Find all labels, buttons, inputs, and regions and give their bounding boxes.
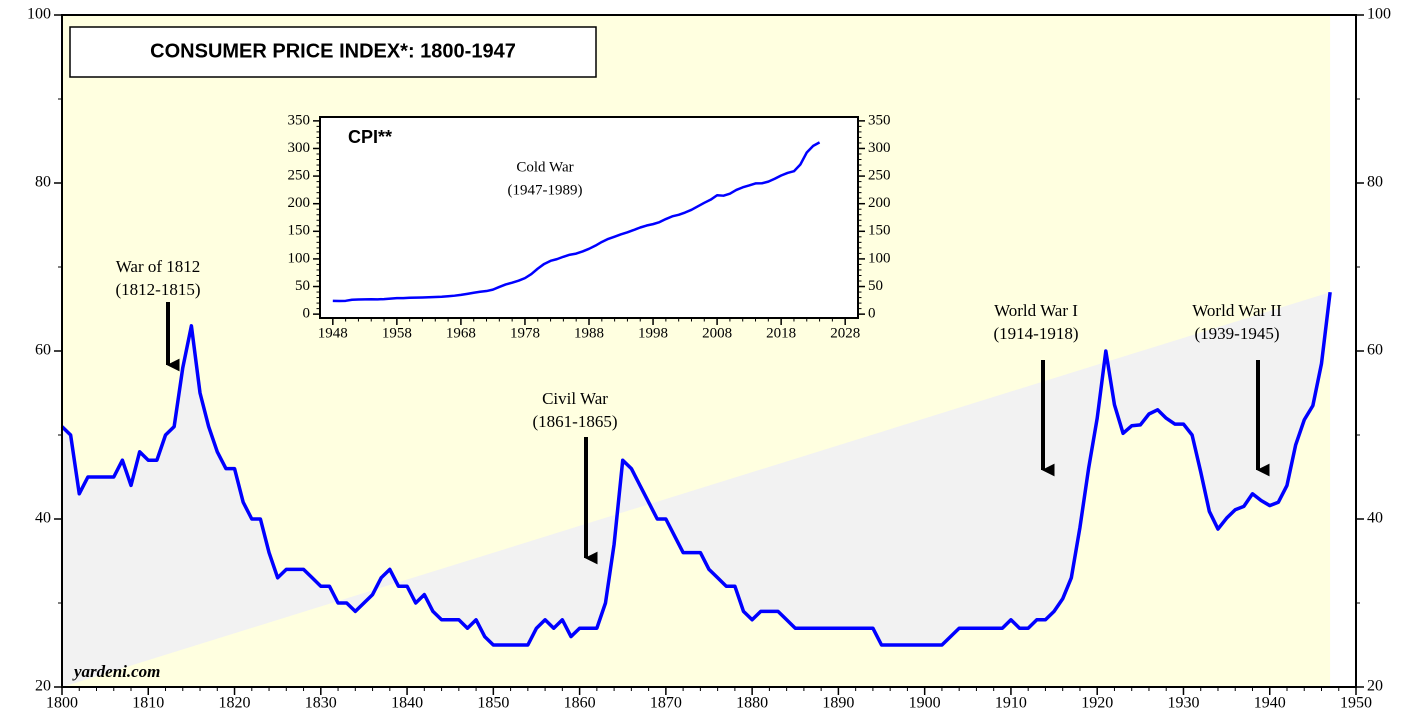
- y-tick-label: 250: [288, 168, 311, 184]
- y-tick-label: 150: [288, 223, 311, 239]
- y-tick-label-right: 40: [1367, 510, 1383, 527]
- x-tick-label: 1820: [219, 695, 251, 712]
- x-tick-label: 1840: [391, 695, 423, 712]
- y-tick-label: 20: [35, 678, 51, 695]
- x-tick-label: 2018: [766, 325, 796, 341]
- y-tick-label-right: 300: [868, 140, 891, 156]
- x-tick-label: 1930: [1167, 695, 1199, 712]
- annotation: War of 1812: [116, 257, 201, 276]
- y-tick-label: 350: [288, 112, 311, 128]
- annotation: Civil War: [542, 389, 608, 408]
- y-tick-label: 40: [35, 510, 51, 527]
- annotation: (1861-1865): [533, 412, 618, 431]
- y-tick-label-right: 350: [868, 112, 891, 128]
- annotation: World War I: [994, 301, 1078, 320]
- y-tick-label-right: 80: [1367, 174, 1383, 191]
- chart-title: CONSUMER PRICE INDEX*: 1800-1947: [150, 40, 516, 62]
- y-tick-label: 100: [27, 6, 51, 23]
- x-tick-label: 1830: [305, 695, 337, 712]
- annotation: Cold War: [516, 159, 573, 175]
- x-tick-label: 1948: [318, 325, 348, 341]
- y-tick-label-right: 250: [868, 168, 891, 184]
- y-tick-label-right: 50: [868, 278, 883, 294]
- x-tick-label: 1988: [574, 325, 604, 341]
- x-tick-label: 1900: [909, 695, 941, 712]
- y-tick-label-right: 150: [868, 223, 891, 239]
- x-tick-label: 1810: [132, 695, 164, 712]
- x-tick-label: 1978: [510, 325, 540, 341]
- x-tick-label: 1968: [446, 325, 476, 341]
- y-tick-label-right: 20: [1367, 678, 1383, 695]
- x-tick-label: 1950: [1340, 695, 1372, 712]
- y-tick-label: 0: [303, 306, 311, 322]
- annotation: (1947-1989): [508, 182, 583, 198]
- x-tick-label: 1860: [564, 695, 596, 712]
- data-line: [60, 291, 1332, 647]
- y-tick-label-right: 100: [868, 250, 891, 266]
- source: yardeni.com: [72, 662, 160, 681]
- plot-frame: [61, 14, 1357, 688]
- title-box: [69, 26, 597, 78]
- y-tick-label-right: 100: [1367, 6, 1391, 23]
- annotation: World War II: [1192, 301, 1282, 320]
- y-tick-label-right: 0: [868, 306, 876, 322]
- y-tick-label: 60: [35, 342, 51, 359]
- y-tick-label: 300: [288, 140, 311, 156]
- x-tick-label: 1890: [822, 695, 854, 712]
- x-tick-label: 1880: [736, 695, 768, 712]
- x-tick-label: 1870: [650, 695, 682, 712]
- data-line: [332, 141, 821, 303]
- annotation: (1939-1945): [1195, 324, 1280, 343]
- x-tick-label: 1940: [1254, 695, 1286, 712]
- y-tick-label: 100: [288, 250, 311, 266]
- area-fill: [62, 292, 1331, 687]
- x-tick-label: 1850: [477, 695, 509, 712]
- y-tick-label-right: 200: [868, 195, 891, 211]
- x-tick-label: 1958: [382, 325, 412, 341]
- y-tick-label: 80: [35, 174, 51, 191]
- y-tick-label-right: 60: [1367, 342, 1383, 359]
- x-tick-label: 1920: [1081, 695, 1113, 712]
- x-tick-label: 1998: [638, 325, 668, 341]
- plot-shade: [320, 117, 858, 318]
- x-tick-label: 1910: [995, 695, 1027, 712]
- x-tick-label: 2008: [702, 325, 732, 341]
- plot-frame: [319, 116, 859, 319]
- annotation: (1914-1918): [994, 324, 1079, 343]
- chart-title: CPI**: [348, 127, 392, 147]
- x-tick-label: 2028: [830, 325, 860, 341]
- annotation: (1812-1815): [116, 280, 201, 299]
- y-tick-label: 200: [288, 195, 311, 211]
- x-tick-label: 1800: [46, 695, 78, 712]
- y-tick-label: 50: [295, 278, 310, 294]
